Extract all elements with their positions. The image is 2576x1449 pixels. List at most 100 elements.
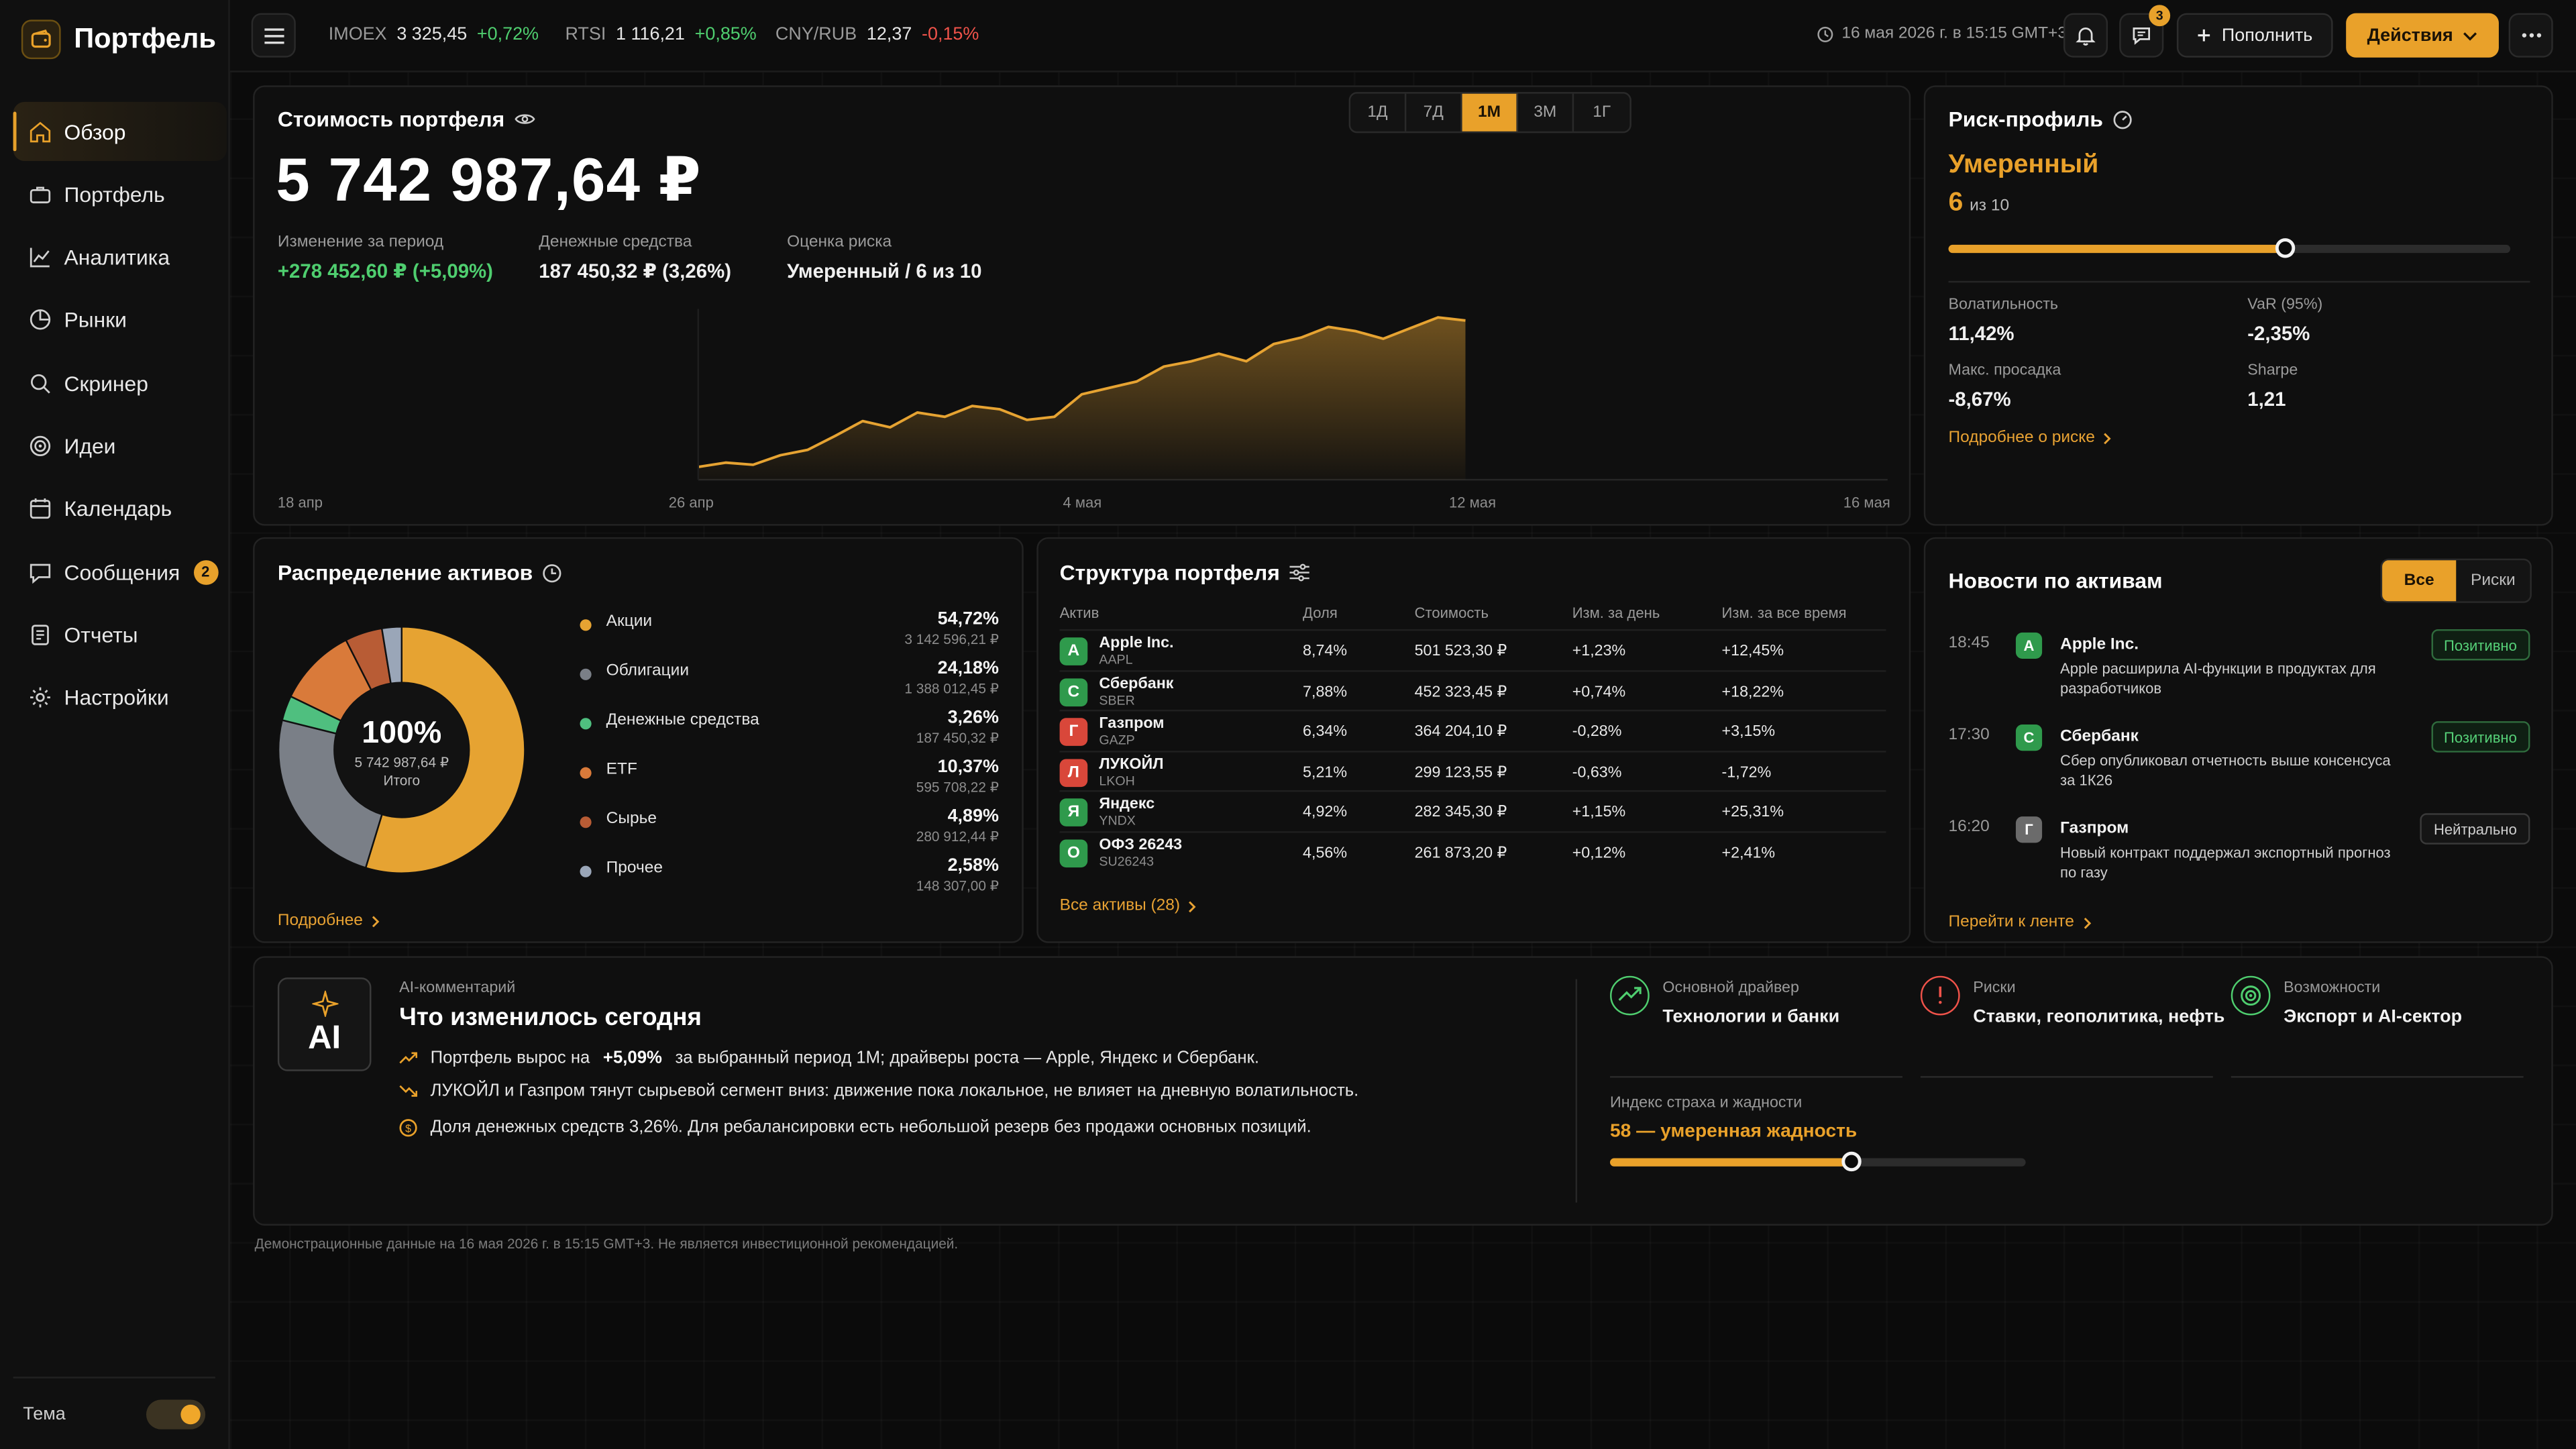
ai-driver-0[interactable]: Основной драйвер Технологии и банки: [1610, 975, 1902, 1078]
news-item[interactable]: 17:30 С Сбербанк Сбер опубликовал отчетност…: [1949, 721, 2530, 806]
table-row[interactable]: A Apple Inc. AAPL 8,74% 501 523,30 ₽ +1,23% +1…: [1059, 629, 1886, 669]
news-sentiment-badge: Позитивно: [2430, 629, 2530, 661]
sidebar-item-5[interactable]: Идеи: [13, 417, 227, 476]
sidebar-item-0[interactable]: Обзор: [13, 101, 227, 162]
filter-icon[interactable]: [1289, 564, 1309, 582]
news-item[interactable]: 18:45 A Apple Inc. Apple расширила AI-функц…: [1949, 629, 2530, 714]
legend-amount: 280 912,44 ₽: [916, 827, 999, 844]
period-2[interactable]: 1М: [1462, 93, 1518, 131]
ticker-2[interactable]: CNY/RUB 12,37 -0,15%: [775, 25, 979, 44]
risk-more-link[interactable]: Подробнее о риске: [1949, 429, 2112, 447]
risk-title-text: Риск-профиль: [1948, 107, 2103, 131]
news-tab-1[interactable]: Риски: [2471, 572, 2516, 590]
news-tab-0[interactable]: Все: [2382, 560, 2457, 602]
portfolio-title: Стоимость портфеля: [278, 107, 536, 131]
asset-day-change: -0,28%: [1572, 722, 1622, 741]
gauge-icon: [2113, 109, 2132, 129]
chevron-right-icon: [372, 915, 380, 927]
sidebar-item-7[interactable]: Сообщения 2: [13, 542, 227, 601]
portfolio-stat-0: Изменение за период +278 452,60 ₽ (+5,09%…: [278, 233, 493, 282]
asset-value: 501 523,30 ₽: [1414, 642, 1507, 661]
alert-icon: [1920, 975, 1960, 1016]
news-time: 16:20: [1948, 818, 1990, 837]
wallet-icon: [21, 19, 61, 60]
table-header[interactable]: Стоимость: [1414, 604, 1489, 621]
portfolio-stat-1: Денежные средства 187 450,32 ₽ (3,26%): [539, 233, 731, 282]
period-4[interactable]: 1Г: [1593, 103, 1611, 122]
ai-driver-1[interactable]: Риски Ставки, геополитика, нефть: [1920, 975, 2224, 1078]
ai-driver-2[interactable]: Возможности Экспорт и AI-сектор: [2231, 975, 2524, 1078]
asset-logo: Л: [1059, 758, 1088, 786]
sidebar-item-2[interactable]: Аналитика: [13, 227, 227, 286]
fear-greed-track: [1610, 1151, 2026, 1172]
sidebar-item-8[interactable]: Отчеты: [13, 605, 227, 664]
risk-more-text: Подробнее о риске: [1948, 429, 2095, 447]
table-row[interactable]: О ОФЗ 26243 SU26243 4,56% 261 873,20 ₽ +0,12%…: [1059, 830, 1886, 871]
sparkle-icon: [312, 990, 339, 1017]
legend-dot: [580, 717, 592, 729]
actions-button[interactable]: Действия: [2346, 13, 2499, 58]
allocation-more-link[interactable]: Подробнее: [278, 912, 380, 930]
legend-amount: 1 388 012,45 ₽: [904, 680, 999, 697]
logo[interactable]: Портфель: [21, 19, 216, 60]
table-row[interactable]: Я Яндекс YNDX 4,92% 282 345,30 ₽ +1,15% +25,31…: [1059, 790, 1886, 830]
table-header[interactable]: Изм. за все время: [1721, 604, 1847, 621]
allocation-legend-item[interactable]: Акции 54,72% 3 142 596,21 ₽: [580, 610, 999, 657]
table-header[interactable]: Изм. за день: [1572, 604, 1660, 621]
allocation-legend-item[interactable]: ETF 10,37% 595 708,22 ₽: [580, 757, 999, 805]
risk-metric-label: VaR (95%): [2247, 295, 2323, 314]
period-3[interactable]: 3М: [1518, 93, 1574, 131]
allocation-legend-item[interactable]: Денежные средства 3,26% 187 450,32 ₽: [580, 708, 999, 755]
legend-amount: 595 708,22 ₽: [916, 778, 999, 795]
eye-icon[interactable]: [515, 112, 536, 127]
sidebar-item-3[interactable]: Рынки: [13, 290, 227, 350]
asset-logo: Я: [1059, 798, 1088, 826]
allocation-legend-item[interactable]: Облигации 24,18% 1 388 012,45 ₽: [580, 659, 999, 706]
messages-button[interactable]: 3: [2119, 5, 2171, 58]
period-1[interactable]: 7Д: [1406, 93, 1462, 131]
coin-icon: $: [399, 1118, 417, 1136]
messages-badge: 3: [2149, 5, 2171, 27]
theme-label: Тема: [23, 1403, 66, 1424]
more-icon[interactable]: [2508, 13, 2553, 58]
portfolio-chart: [697, 309, 1888, 481]
news-sentiment-badge: Нейтрально: [2420, 813, 2530, 845]
message-icon: [2133, 28, 2151, 45]
deposit-button[interactable]: Пополнить: [2176, 13, 2333, 58]
ticker-1[interactable]: RTSI 1 116,21 +0,85%: [565, 25, 756, 44]
sidebar-item-label: Настройки: [64, 685, 169, 710]
sidebar-nav: Обзор Портфель Аналитика Рынки Скринер Идеи Ка…: [13, 101, 227, 731]
sidebar-item-label: Сообщения: [64, 559, 180, 584]
asset-ticker: GAZP: [1099, 733, 1135, 748]
risk-card: [1923, 85, 2553, 526]
ticker-0[interactable]: IMOEX 3 325,45 +0,72%: [329, 25, 539, 44]
portfolio-stat-value: +278 452,60 ₽ (+5,09%): [277, 259, 493, 283]
sidebar-item-9[interactable]: Настройки: [13, 668, 227, 727]
ai-divider: [1575, 979, 1578, 1203]
asset-ticker: YNDX: [1099, 813, 1136, 828]
legend-name: ETF: [606, 760, 637, 779]
table-row[interactable]: С Сбербанк SBER 7,88% 452 323,45 ₽ +0,74% +18,…: [1059, 669, 1886, 710]
allocation-legend-item[interactable]: Прочее 2,58% 148 307,00 ₽: [580, 855, 999, 903]
table-row[interactable]: Г Газпром GAZP 6,34% 364 204,10 ₽ -0,28% +3,15…: [1059, 709, 1886, 750]
period-0[interactable]: 1Д: [1350, 93, 1407, 131]
news-item[interactable]: 16:20 Г Газпром Новый контракт поддержал эк…: [1949, 813, 2530, 898]
table-header[interactable]: Доля: [1303, 604, 1338, 621]
sidebar-item-4[interactable]: Скринер: [13, 354, 227, 413]
chart-line-icon: [26, 244, 52, 270]
x-tick: 26 апр: [668, 494, 714, 511]
asset-value: 452 323,45 ₽: [1414, 682, 1507, 701]
risk-slider-knob[interactable]: [2275, 238, 2296, 258]
sidebar-item-label: Календарь: [64, 496, 172, 522]
all-assets-link[interactable]: Все активы (28): [1060, 897, 1197, 915]
risk-level: Умеренный: [1948, 151, 2099, 179]
news-feed-link[interactable]: Перейти к ленте: [1949, 914, 2091, 932]
sidebar-item-1[interactable]: Портфель: [13, 165, 227, 224]
table-header[interactable]: Актив: [1059, 604, 1099, 621]
sidebar-item-6[interactable]: Календарь: [13, 480, 227, 539]
theme-toggle[interactable]: [146, 1399, 206, 1429]
table-row[interactable]: Л ЛУКОЙЛ LKOH 5,21% 299 123,55 ₽ -0,63% -1,72%: [1059, 749, 1886, 790]
menu-icon[interactable]: [251, 13, 296, 58]
bell-icon[interactable]: [2063, 13, 2108, 58]
allocation-legend-item[interactable]: Сырье 4,89% 280 912,44 ₽: [580, 806, 999, 854]
